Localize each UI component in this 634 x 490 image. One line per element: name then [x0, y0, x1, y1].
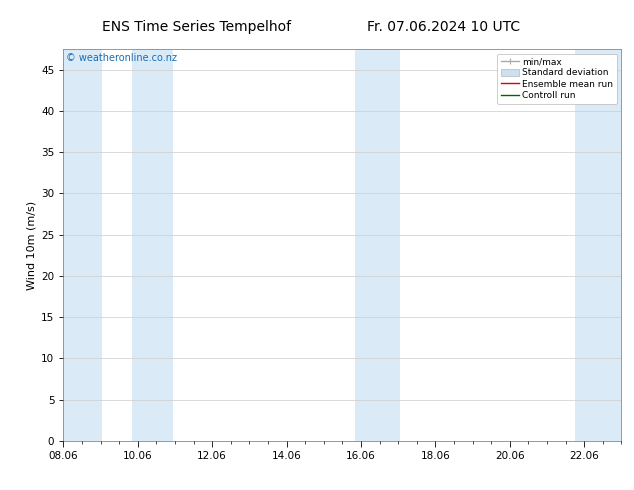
Bar	[60, 49, 103, 441]
Bar	[133, 49, 173, 441]
Bar	[356, 49, 400, 441]
Text: © weatheronline.co.nz: © weatheronline.co.nz	[66, 53, 177, 63]
Y-axis label: Wind 10m (m/s): Wind 10m (m/s)	[27, 200, 37, 290]
Legend: min/max, Standard deviation, Ensemble mean run, Controll run: min/max, Standard deviation, Ensemble me…	[497, 53, 617, 103]
Text: ENS Time Series Tempelhof: ENS Time Series Tempelhof	[102, 20, 291, 34]
Bar	[575, 49, 625, 441]
Text: Fr. 07.06.2024 10 UTC: Fr. 07.06.2024 10 UTC	[367, 20, 521, 34]
